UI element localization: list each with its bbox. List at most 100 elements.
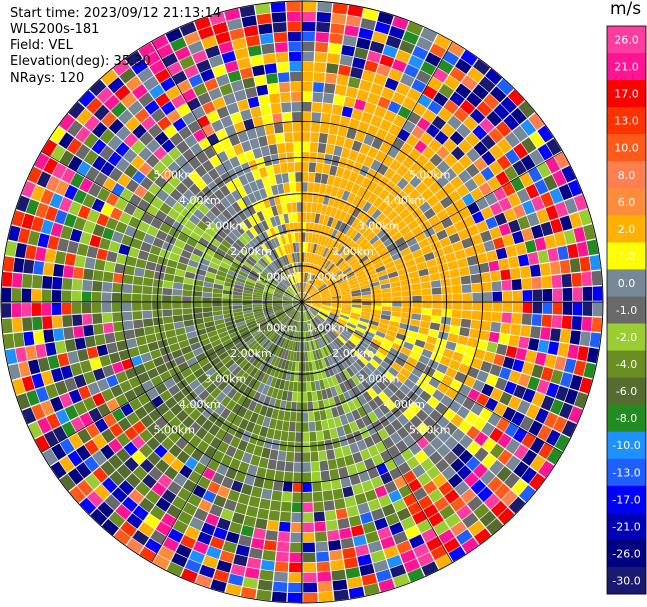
ppi-gate (360, 448, 372, 461)
ppi-gate (319, 246, 327, 257)
ppi-gate (168, 416, 182, 430)
ppi-gate (157, 545, 175, 561)
ppi-gate (174, 355, 186, 366)
ppi-gate (322, 215, 330, 226)
ppi-gate (182, 283, 193, 291)
ppi-gate (159, 202, 172, 215)
ppi-gate (192, 290, 203, 297)
ppi-gate (443, 537, 461, 553)
ppi-gate (215, 391, 227, 403)
ppi-gate (198, 357, 210, 368)
ppi-gate (171, 94, 186, 109)
ppi-gate (23, 259, 35, 274)
ppi-gate (331, 303, 342, 306)
ppi-gate (521, 449, 538, 466)
ppi-gate (579, 331, 591, 347)
ppi-gate (272, 305, 283, 309)
ppi-gate (139, 443, 154, 458)
ppi-gate (261, 447, 271, 459)
ppi-gate (333, 145, 343, 157)
ppi-gate (101, 302, 112, 313)
ppi-gate (228, 521, 243, 535)
ppi-gate (302, 302, 305, 312)
ppi-gate (250, 252, 260, 262)
ppi-gate (341, 44, 356, 57)
ppi-gate (82, 396, 97, 412)
ppi-gate (309, 308, 318, 315)
ppi-gate (152, 279, 164, 288)
ppi-gate (145, 333, 157, 344)
ppi-gate (254, 74, 267, 87)
ppi-gate (176, 409, 189, 423)
ppi-gate (125, 116, 141, 132)
ppi-gate (397, 242, 409, 252)
ppi-gate (333, 255, 342, 265)
ppi-gate (213, 527, 228, 540)
ppi-gate (298, 372, 302, 382)
ppi-gate (399, 40, 415, 55)
ppi-gate (377, 526, 392, 540)
ppi-gate (367, 445, 380, 457)
ppi-gate (259, 405, 268, 416)
colorbar-bin (607, 80, 646, 108)
ppi-gate (282, 304, 293, 308)
ppi-gate (212, 450, 225, 463)
ppi-gate (344, 327, 354, 335)
colorbar-bin (607, 485, 646, 514)
ppi-gate (232, 37, 247, 51)
ppi-gate (470, 233, 483, 246)
ppi-gate (326, 278, 336, 286)
ppi-gate (316, 551, 330, 562)
ppi-gate (198, 499, 213, 513)
ppi-gate (360, 283, 371, 290)
ppi-gate (240, 329, 250, 337)
ppi-gate (110, 207, 123, 221)
ppi-gate (387, 226, 399, 237)
ppi-gate (253, 264, 263, 273)
ppi-gate (274, 561, 289, 572)
ppi-gate (139, 546, 157, 563)
ppi-gate (67, 120, 83, 137)
ppi-gate (348, 171, 359, 183)
ppi-gate (392, 296, 402, 302)
ppi-gate (168, 175, 181, 188)
ppi-gate (302, 302, 310, 309)
ppi-gate (563, 229, 576, 245)
ppi-gate (487, 476, 503, 493)
ppi-gate (396, 426, 409, 440)
ppi-gate (299, 342, 302, 352)
ppi-gate (92, 223, 105, 237)
ppi-gate (371, 476, 384, 489)
ppi-gate (531, 196, 545, 212)
ppi-gate (389, 198, 401, 210)
ppi-gate (318, 450, 328, 461)
ppi-gate (202, 297, 212, 302)
ppi-gate (295, 283, 300, 293)
ppi-gate (202, 467, 216, 481)
ppi-gate (208, 87, 223, 101)
ppi-gate (339, 382, 348, 393)
ppi-gate (552, 288, 563, 301)
ppi-gate (450, 276, 461, 286)
ppi-gate (335, 166, 345, 178)
ppi-gate (336, 277, 347, 284)
ppi-gate (252, 356, 261, 367)
ppi-gate (277, 270, 285, 279)
ppi-gate (572, 287, 583, 301)
ppi-gate (344, 342, 354, 352)
ppi-gate (308, 287, 316, 295)
ppi-gate (251, 486, 263, 498)
ppi-gate (338, 222, 347, 233)
ppi-gate (345, 272, 355, 280)
ppi-gate (287, 162, 295, 173)
ppi-gate (35, 386, 50, 403)
ppi-gate (272, 249, 280, 259)
colorbar-bin (607, 161, 646, 189)
ppi-gate (310, 132, 320, 143)
ppi-gate (1, 287, 12, 302)
ppi-gate (421, 348, 433, 359)
ppi-gate (12, 272, 23, 288)
ppi-gate (450, 521, 467, 537)
ppi-gate (406, 456, 420, 470)
ppi-gate (295, 262, 299, 273)
